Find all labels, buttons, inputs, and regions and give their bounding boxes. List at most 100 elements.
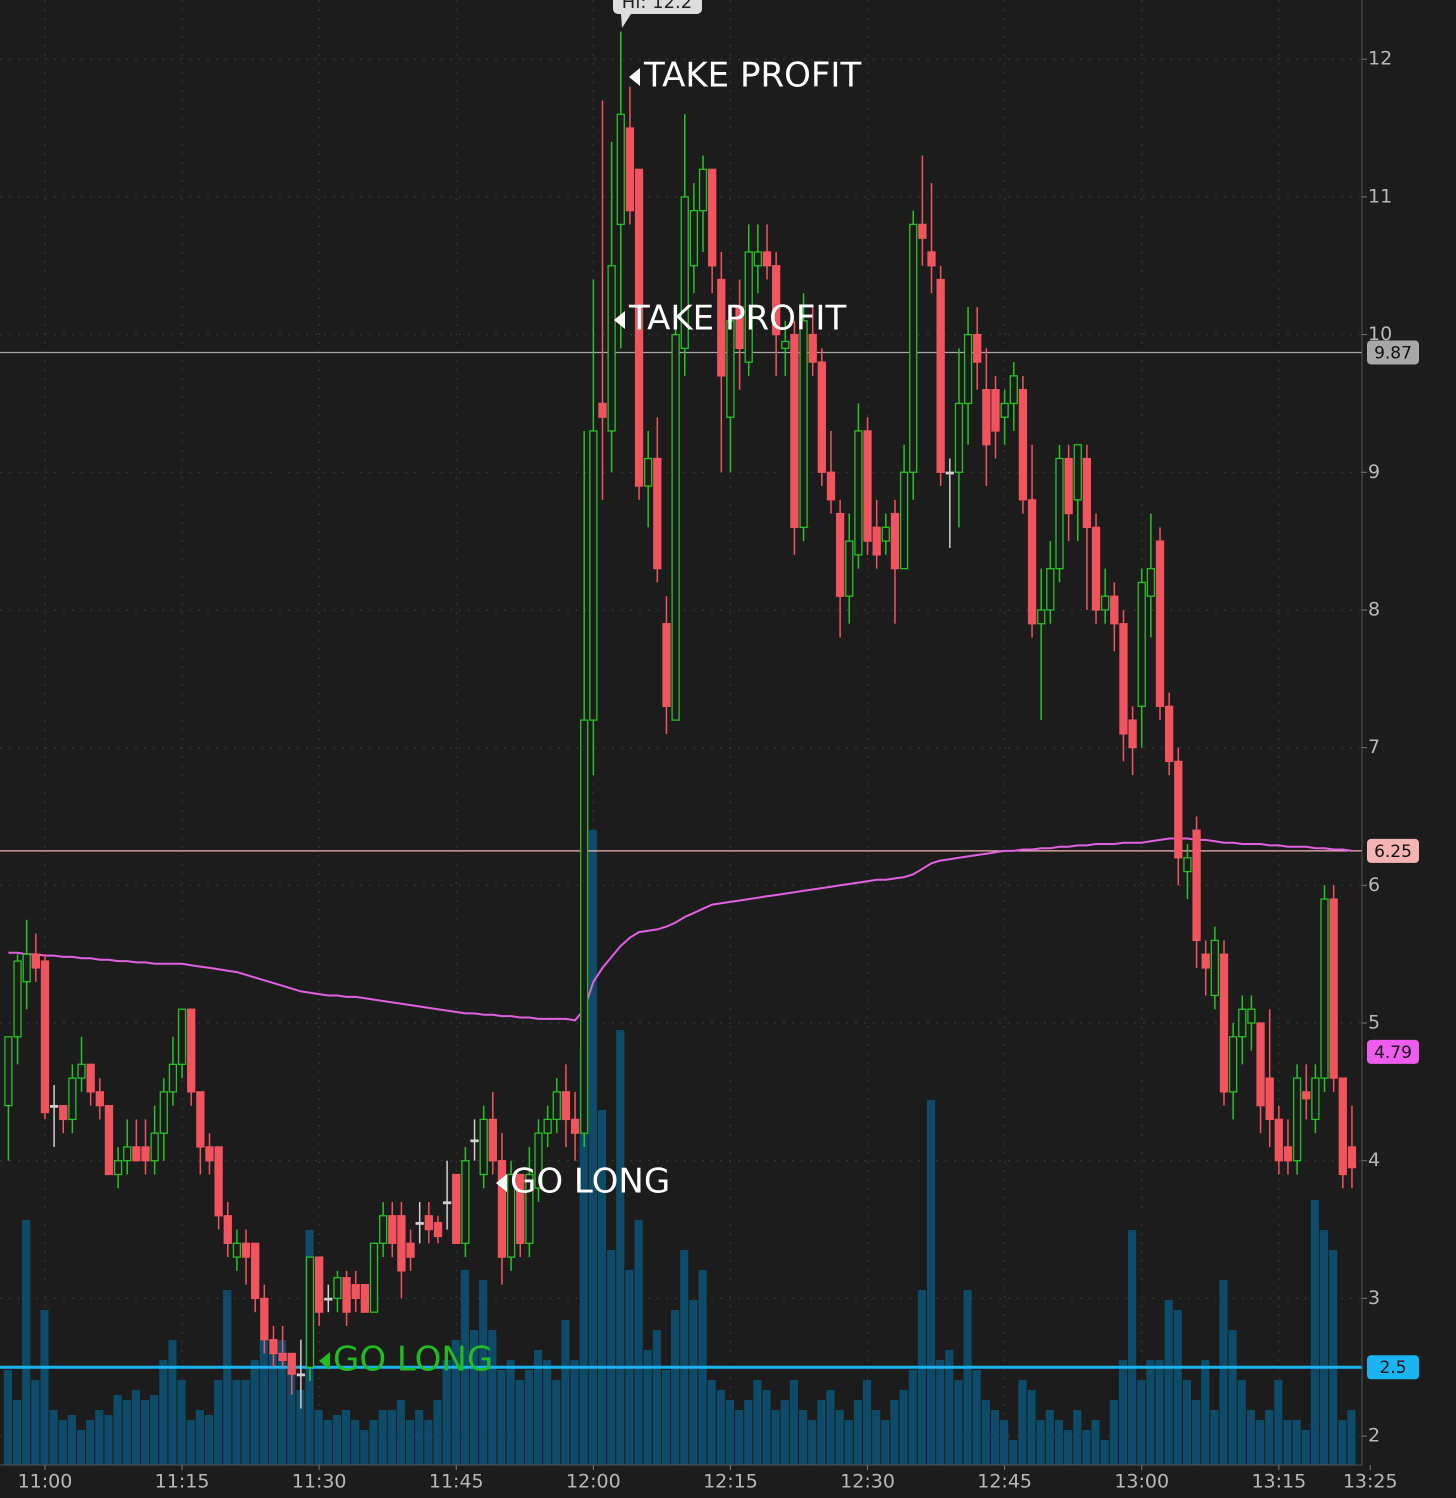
- candle-body: [214, 1146, 223, 1217]
- candle-body: [644, 457, 653, 487]
- candle-body: [790, 333, 799, 528]
- volume-bar: [131, 1390, 140, 1465]
- volume-bar: [780, 1400, 789, 1465]
- y-tick-label: 5: [1368, 1012, 1380, 1034]
- volume-bar: [268, 1350, 278, 1465]
- volume-bar: [442, 1360, 451, 1465]
- candle-body: [909, 223, 918, 473]
- volume-bar: [1137, 1380, 1146, 1465]
- candle-body: [1174, 760, 1183, 859]
- volume-bar: [1009, 1440, 1018, 1465]
- volume-bar: [1219, 1280, 1228, 1465]
- volume-bar: [1347, 1410, 1356, 1465]
- volume-bar: [972, 1370, 981, 1465]
- hi-pointer: [621, 14, 631, 28]
- volume-bar: [1310, 1200, 1319, 1465]
- y-tick-label: 6: [1368, 874, 1380, 896]
- candle-body: [516, 1173, 525, 1244]
- candle-body: [305, 1256, 315, 1368]
- volume-bar: [1091, 1420, 1100, 1465]
- volume-bar: [332, 1415, 342, 1465]
- candle-body: [735, 306, 744, 350]
- volume-bar: [1064, 1430, 1073, 1465]
- candle-body: [708, 168, 717, 267]
- candle-body: [1283, 1146, 1293, 1162]
- candle-body: [1274, 1118, 1283, 1162]
- volume-bar: [40, 1310, 49, 1465]
- candle-body: [388, 1215, 397, 1244]
- candle-body: [59, 1104, 68, 1121]
- x-tick-label: 13:00: [1114, 1471, 1169, 1493]
- candle-body: [653, 457, 662, 570]
- x-tick-label: 11:00: [18, 1471, 73, 1493]
- x-tick-label: 11:45: [429, 1471, 484, 1493]
- candle-body: [1000, 402, 1009, 418]
- volume-bar: [140, 1400, 150, 1465]
- candle-body: [1082, 457, 1092, 528]
- x-tick-label: 12:15: [703, 1471, 758, 1493]
- volume-bar: [387, 1410, 396, 1465]
- candle-body: [1338, 1077, 1347, 1176]
- volume-bar: [671, 1310, 680, 1465]
- volume-bar: [1118, 1360, 1128, 1465]
- candle-body: [360, 1283, 370, 1313]
- candle-body: [799, 320, 808, 528]
- y-tick-label: 7: [1368, 736, 1380, 758]
- candle-body: [963, 333, 973, 405]
- candle-body: [324, 1297, 333, 1301]
- volume-bar: [762, 1390, 771, 1465]
- candle-body: [854, 430, 863, 556]
- candle-body: [835, 512, 845, 597]
- volume-bar: [369, 1420, 378, 1465]
- candle-body: [1183, 857, 1192, 873]
- candle-body: [223, 1215, 232, 1244]
- volume-bar: [1246, 1410, 1255, 1465]
- candle-body: [899, 471, 909, 570]
- marker: [629, 68, 640, 86]
- volume-bar: [86, 1420, 95, 1465]
- volume-bar: [798, 1410, 808, 1465]
- candle-body: [104, 1104, 114, 1176]
- candle-body: [132, 1146, 141, 1162]
- candle-body: [826, 471, 836, 501]
- volume-bar: [826, 1390, 835, 1465]
- volume-bar: [323, 1420, 332, 1465]
- volume-bar: [652, 1330, 661, 1465]
- candle-body: [1219, 953, 1229, 1093]
- volume-bar: [1173, 1310, 1182, 1465]
- candle-body: [241, 1242, 251, 1258]
- candle-body: [123, 1146, 132, 1162]
- volume-bar: [844, 1420, 853, 1465]
- level-layer: [0, 351, 1362, 1369]
- price-tag-label: 4.79: [1374, 1043, 1412, 1063]
- volume-bar: [789, 1380, 798, 1465]
- volume-bar: [588, 830, 597, 1465]
- candle-body: [333, 1277, 342, 1300]
- volume-bar: [1301, 1430, 1310, 1465]
- volume-bar: [570, 1360, 579, 1465]
- x-tick-label: 12:30: [840, 1471, 895, 1493]
- candle-body: [1055, 457, 1064, 570]
- volume-bar: [168, 1340, 177, 1465]
- candle-body: [1256, 1022, 1265, 1107]
- marker: [614, 311, 625, 329]
- candle-body: [187, 1008, 196, 1093]
- candle-body: [95, 1091, 104, 1107]
- x-tick-label: 13:15: [1251, 1471, 1306, 1493]
- candle-body: [479, 1118, 488, 1176]
- candle-body: [1128, 719, 1137, 749]
- volume-bar: [342, 1410, 351, 1465]
- x-tick-label: 13:25: [1343, 1471, 1398, 1493]
- price-tag-label: 6.25: [1374, 842, 1412, 862]
- volume-bar: [1054, 1420, 1064, 1465]
- x-tick-label: 11:15: [155, 1471, 210, 1493]
- candle-body: [1155, 540, 1165, 707]
- candle-body: [113, 1160, 123, 1176]
- candle-body: [991, 389, 1000, 432]
- volume-bar: [771, 1410, 780, 1465]
- volume-bar: [680, 1250, 689, 1465]
- candle-body: [598, 402, 607, 418]
- volume-bar: [533, 1350, 543, 1465]
- volume-bar: [890, 1400, 899, 1465]
